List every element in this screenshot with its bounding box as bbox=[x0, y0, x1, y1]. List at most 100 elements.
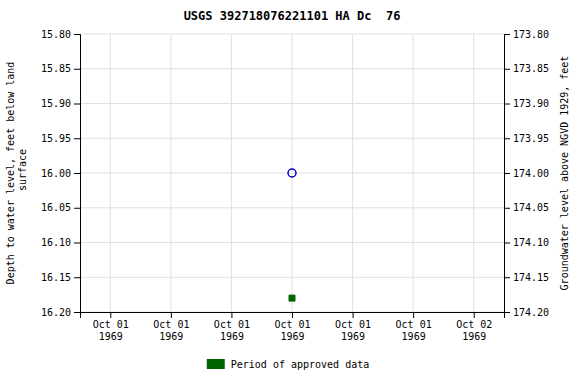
tick-mark bbox=[504, 312, 510, 313]
y-axis-title-line: Depth to water level, feet below land bbox=[5, 62, 16, 285]
tick: 15.90 bbox=[41, 98, 80, 109]
tick-label: 174.20 bbox=[513, 307, 549, 318]
title: USGS 392718076221101 HA Dc 76 bbox=[184, 9, 401, 23]
chart: Oct 011969Oct 011969Oct 011969Oct 011969… bbox=[0, 0, 576, 384]
tick: 173.95 bbox=[504, 133, 549, 144]
axis-line bbox=[74, 35, 81, 313]
tick: 16.20 bbox=[41, 307, 80, 318]
tick-label: 174.05 bbox=[513, 202, 549, 213]
tick: Oct 021969 bbox=[456, 312, 492, 342]
tick-mark bbox=[110, 312, 111, 318]
grid-line bbox=[231, 34, 232, 312]
tick-label-line: 1969 bbox=[159, 331, 183, 342]
tick-label: 15.95 bbox=[41, 133, 71, 144]
tick-label-line: Oct 01 bbox=[153, 319, 189, 330]
tick: Oct 011969 bbox=[274, 312, 310, 342]
tick-label: 16.10 bbox=[41, 237, 71, 248]
tick-mark bbox=[74, 34, 80, 35]
tick-label: 173.90 bbox=[513, 98, 549, 109]
legend-swatch bbox=[207, 359, 225, 369]
tick-mark bbox=[74, 277, 80, 278]
y2-axis-title: Groundwater level above NGVD 1929, feet bbox=[559, 56, 570, 291]
tick-label-line: Oct 01 bbox=[274, 319, 310, 330]
tick-label-line: Oct 01 bbox=[93, 319, 129, 330]
tick-mark bbox=[74, 208, 80, 209]
tick-mark bbox=[74, 69, 80, 70]
tick: 16.00 bbox=[41, 168, 80, 179]
tick: 16.05 bbox=[41, 202, 80, 213]
tick-label-line: Oct 01 bbox=[335, 319, 371, 330]
tick: 174.15 bbox=[504, 272, 549, 283]
tick-label: Oct 011969 bbox=[93, 319, 129, 342]
tick-mark bbox=[413, 312, 414, 318]
axis-line bbox=[505, 35, 511, 313]
y-axis-title: Depth to water level, feet below land su… bbox=[5, 62, 28, 285]
y-axis-title-line: surface bbox=[17, 149, 28, 197]
grid-line bbox=[110, 34, 111, 312]
grid-line bbox=[473, 34, 474, 312]
tick-mark bbox=[504, 34, 510, 35]
tick: Oct 011969 bbox=[335, 312, 371, 342]
tick: 15.80 bbox=[41, 29, 80, 40]
tick-label: 16.00 bbox=[41, 168, 71, 179]
tick-label: Oct 011969 bbox=[214, 319, 250, 342]
tick: Oct 011969 bbox=[153, 312, 189, 342]
grid-line bbox=[170, 34, 171, 312]
tick-mark bbox=[74, 104, 80, 105]
tick: 174.20 bbox=[504, 307, 549, 318]
tick-label: 174.15 bbox=[513, 272, 549, 283]
tick: 174.00 bbox=[504, 168, 549, 179]
axis-line bbox=[81, 313, 505, 319]
tick-label: 16.05 bbox=[41, 202, 71, 213]
tick: 174.10 bbox=[504, 237, 549, 248]
tick-label-line: 1969 bbox=[220, 331, 244, 342]
legend-item: Period of approved data bbox=[207, 359, 369, 370]
tick-mark bbox=[504, 208, 510, 209]
tick: 15.85 bbox=[41, 63, 80, 74]
tick-label: Oct 011969 bbox=[274, 319, 310, 342]
tick-mark bbox=[74, 243, 80, 244]
point bbox=[289, 295, 295, 301]
tick-label-line: Oct 01 bbox=[214, 319, 250, 330]
tick-mark bbox=[474, 312, 475, 318]
grid-line bbox=[413, 34, 414, 312]
tick-mark bbox=[231, 312, 232, 318]
y2-axis: 173.80 173.85 173.90 173.95 174.00 174.05 174.… bbox=[504, 29, 549, 318]
tick: 174.05 bbox=[504, 202, 549, 213]
tick-label-line: Oct 01 bbox=[396, 319, 432, 330]
y-axis: 15.8015.8515.9015.9516.0016.0516.1016.15… bbox=[41, 29, 81, 318]
tick-label: 173.80 bbox=[513, 29, 549, 40]
tick-label-line: 1969 bbox=[462, 331, 486, 342]
tick-mark bbox=[292, 312, 293, 318]
tick-mark bbox=[504, 104, 510, 105]
tick-mark bbox=[74, 173, 80, 174]
tick-label: 174.00 bbox=[513, 168, 549, 179]
tick: 173.80 bbox=[504, 29, 549, 40]
tick-label: Oct 011969 bbox=[153, 319, 189, 342]
tick-label: Oct 021969 bbox=[456, 319, 492, 342]
point bbox=[288, 169, 296, 177]
marks bbox=[288, 169, 296, 301]
tick-label: 15.90 bbox=[41, 98, 71, 109]
legend-label: Period of approved data bbox=[231, 359, 369, 370]
tick-mark bbox=[504, 173, 510, 174]
tick-label: 174.10 bbox=[513, 237, 549, 248]
tick-mark bbox=[353, 312, 354, 318]
tick: Oct 011969 bbox=[93, 312, 129, 342]
tick-mark bbox=[504, 243, 510, 244]
tick-label: Oct 011969 bbox=[335, 319, 371, 342]
grid-line bbox=[292, 34, 293, 312]
tick-label-line: 1969 bbox=[280, 331, 304, 342]
tick-mark bbox=[171, 312, 172, 318]
tick-label-line: 1969 bbox=[402, 331, 426, 342]
legend: Period of approved data bbox=[207, 359, 369, 370]
tick-label: 173.95 bbox=[513, 133, 549, 144]
x-axis: Oct 011969Oct 011969Oct 011969Oct 011969… bbox=[81, 312, 505, 342]
tick: 173.85 bbox=[504, 63, 549, 74]
tick-label: Oct 011969 bbox=[396, 319, 432, 342]
tick: Oct 011969 bbox=[214, 312, 250, 342]
tick-label-line: 1969 bbox=[99, 331, 123, 342]
tick-label: 173.85 bbox=[513, 63, 549, 74]
tick-mark bbox=[504, 277, 510, 278]
tick: 16.10 bbox=[41, 237, 80, 248]
